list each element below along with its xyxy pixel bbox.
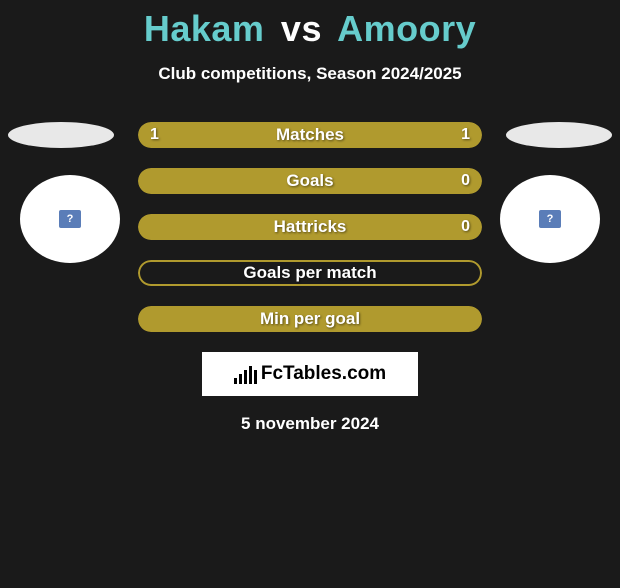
vs-text: vs [281, 8, 322, 49]
subtitle: Club competitions, Season 2024/2025 [0, 64, 620, 84]
stat-bars: Matches11Goals0Hattricks0Goals per match… [138, 122, 482, 332]
stat-right-value: 0 [461, 172, 470, 190]
stat-right-value: 0 [461, 218, 470, 236]
page-title: Hakam vs Amoory [0, 8, 620, 50]
player1-platform [8, 122, 114, 148]
brand-bar-segment [234, 378, 237, 384]
player1-name: Hakam [144, 8, 265, 49]
player2-name: Amoory [337, 8, 476, 49]
brand-box[interactable]: FcTables.com [202, 352, 418, 396]
player2-badge-icon: ? [539, 210, 561, 228]
stat-label: Goals per match [138, 263, 482, 283]
brand-bar-segment [249, 366, 252, 384]
brand-bars-icon [234, 364, 257, 384]
stat-bar: Min per goal [138, 306, 482, 332]
stat-bar: Matches1 1 [138, 122, 482, 148]
stat-right-value: 1 [461, 126, 470, 144]
stat-label: Matches [138, 125, 482, 145]
brand-text: FcTables.com [261, 363, 386, 385]
brand-bar-segment [244, 370, 247, 384]
stat-label: Goals [138, 171, 482, 191]
player1-badge-icon: ? [59, 210, 81, 228]
stat-label: Min per goal [138, 309, 482, 329]
stat-left-value: 1 [150, 126, 159, 144]
player2-badge: ? [500, 175, 600, 263]
brand-bar-segment [254, 370, 257, 384]
player2-platform [506, 122, 612, 148]
player1-badge: ? [20, 175, 120, 263]
brand-bar-segment [239, 374, 242, 384]
stat-bar: Goals0 [138, 168, 482, 194]
stat-bar: Goals per match [138, 260, 482, 286]
date-text: 5 november 2024 [0, 414, 620, 434]
stat-label: Hattricks [138, 217, 482, 237]
stats-area: ? ? Matches11Goals0Hattricks0Goals per m… [0, 122, 620, 434]
stat-bar: Hattricks0 [138, 214, 482, 240]
